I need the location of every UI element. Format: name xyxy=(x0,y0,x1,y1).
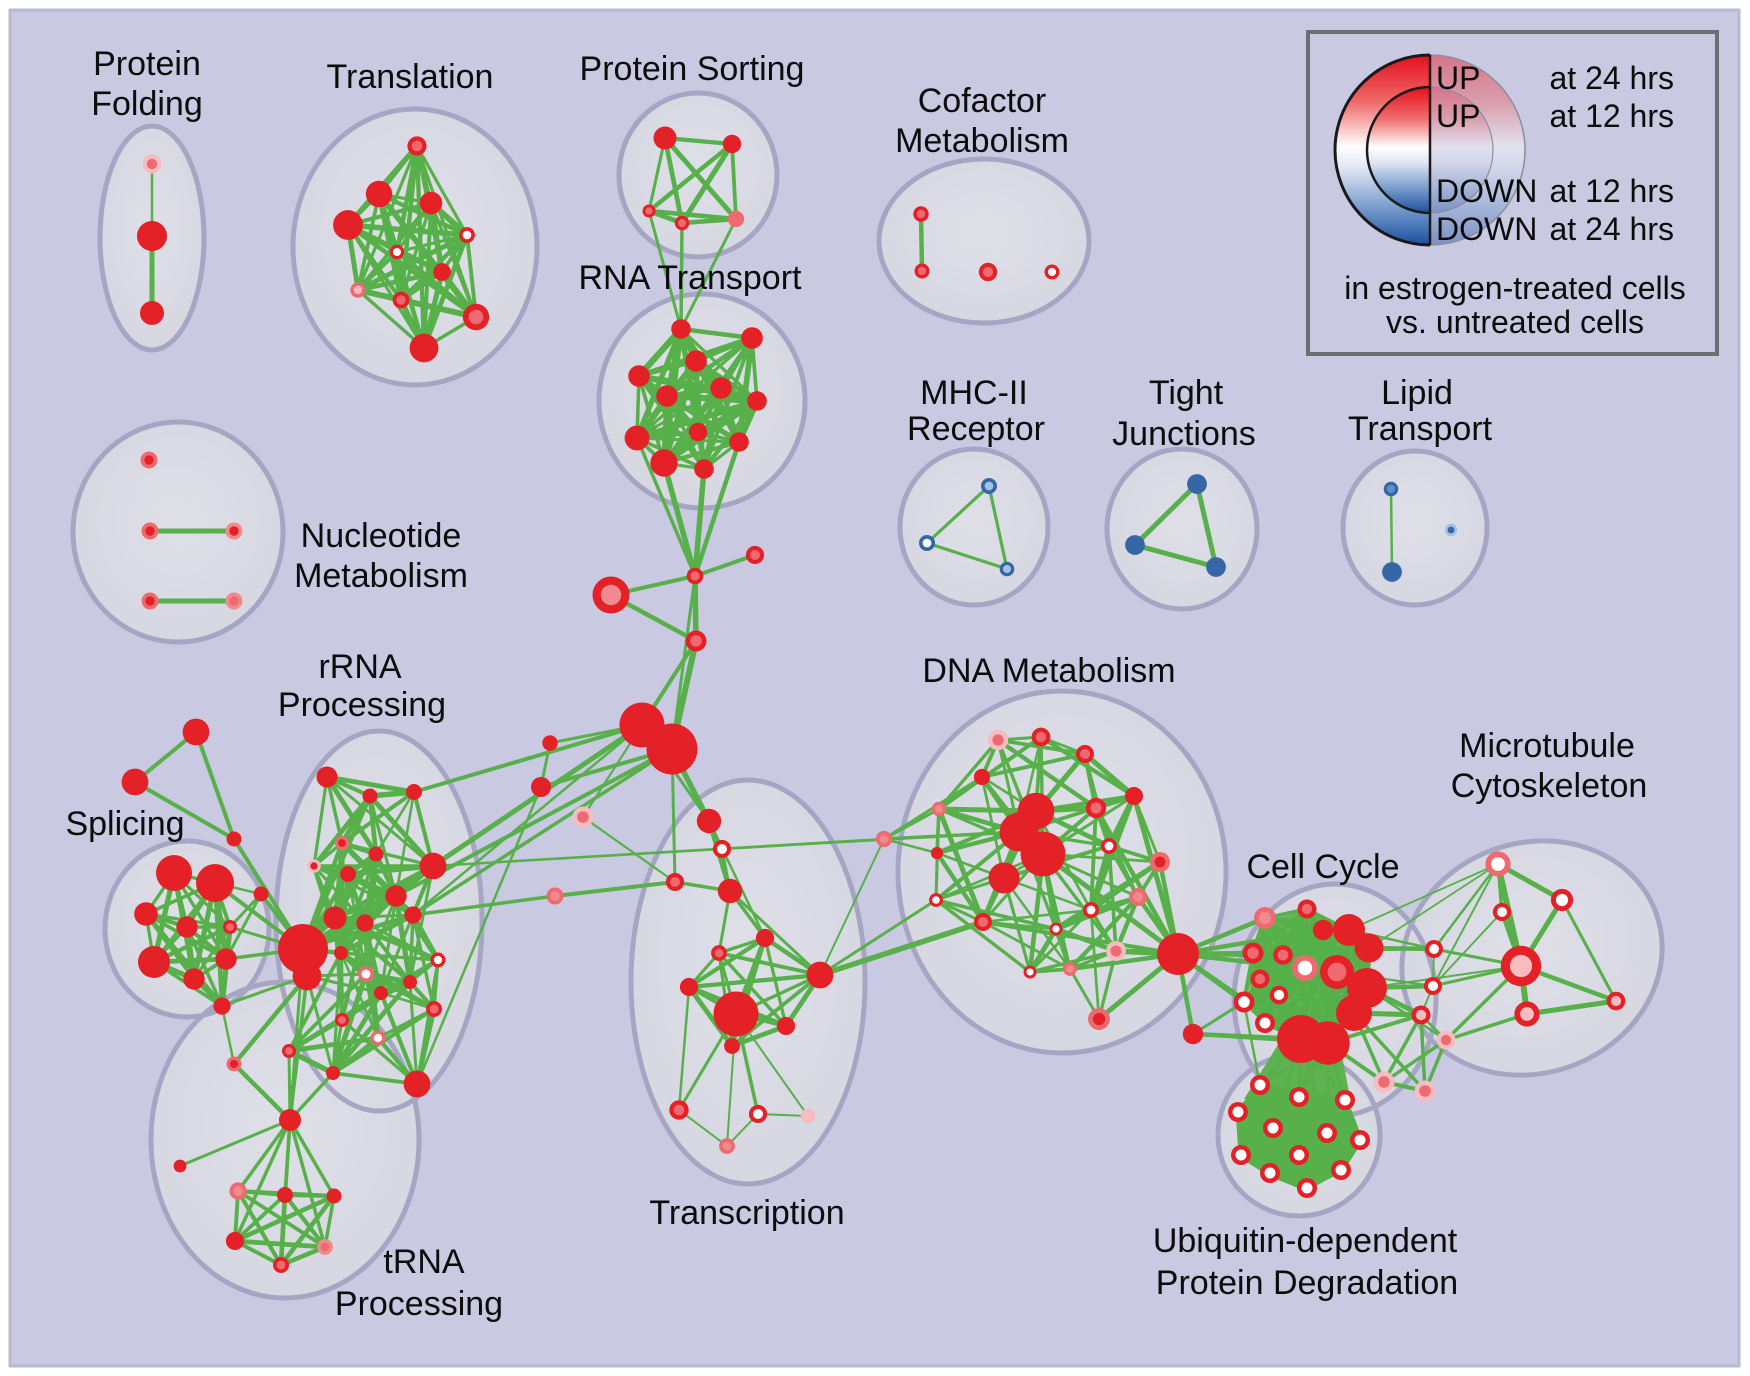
svg-text:Nucleotide: Nucleotide xyxy=(301,517,462,555)
svg-text:at 12 hrs: at 12 hrs xyxy=(1549,98,1674,134)
svg-text:Protein: Protein xyxy=(93,45,201,83)
svg-text:Ubiquitin-dependent: Ubiquitin-dependent xyxy=(1153,1222,1458,1260)
svg-text:Translation: Translation xyxy=(327,58,494,96)
svg-text:Splicing: Splicing xyxy=(65,805,184,843)
svg-text:DOWN: DOWN xyxy=(1436,173,1537,209)
svg-text:Microtubule: Microtubule xyxy=(1459,727,1635,765)
svg-text:Processing: Processing xyxy=(335,1285,503,1323)
svg-text:RNA Transport: RNA Transport xyxy=(579,259,803,297)
svg-text:Cytoskeleton: Cytoskeleton xyxy=(1451,767,1648,805)
svg-text:Protein Degradation: Protein Degradation xyxy=(1156,1264,1458,1302)
svg-text:at 12 hrs: at 12 hrs xyxy=(1549,173,1674,209)
svg-text:Processing: Processing xyxy=(278,686,446,724)
svg-text:at 24 hrs: at 24 hrs xyxy=(1549,211,1674,247)
svg-text:Folding: Folding xyxy=(91,85,203,123)
svg-text:vs. untreated cells: vs. untreated cells xyxy=(1386,304,1644,340)
svg-text:Cell Cycle: Cell Cycle xyxy=(1246,848,1399,886)
svg-text:Junctions: Junctions xyxy=(1112,415,1256,453)
svg-text:Metabolism: Metabolism xyxy=(895,122,1069,160)
svg-text:Lipid: Lipid xyxy=(1381,374,1453,412)
svg-text:UP: UP xyxy=(1436,98,1480,134)
svg-text:MHC-II: MHC-II xyxy=(920,374,1028,412)
svg-text:Transcription: Transcription xyxy=(649,1194,844,1232)
svg-text:Receptor: Receptor xyxy=(907,410,1045,448)
svg-text:DNA Metabolism: DNA Metabolism xyxy=(922,652,1175,690)
svg-text:rRNA: rRNA xyxy=(318,648,401,686)
svg-text:in estrogen-treated cells: in estrogen-treated cells xyxy=(1344,270,1686,306)
svg-text:DOWN: DOWN xyxy=(1436,211,1537,247)
svg-text:Cofactor: Cofactor xyxy=(918,82,1047,120)
svg-text:Transport: Transport xyxy=(1348,410,1493,448)
svg-text:tRNA: tRNA xyxy=(383,1243,465,1281)
svg-text:Tight: Tight xyxy=(1149,374,1224,412)
svg-text:at 24 hrs: at 24 hrs xyxy=(1549,60,1674,96)
svg-text:UP: UP xyxy=(1436,60,1480,96)
svg-text:Metabolism: Metabolism xyxy=(294,557,468,595)
svg-text:Protein Sorting: Protein Sorting xyxy=(580,50,805,88)
